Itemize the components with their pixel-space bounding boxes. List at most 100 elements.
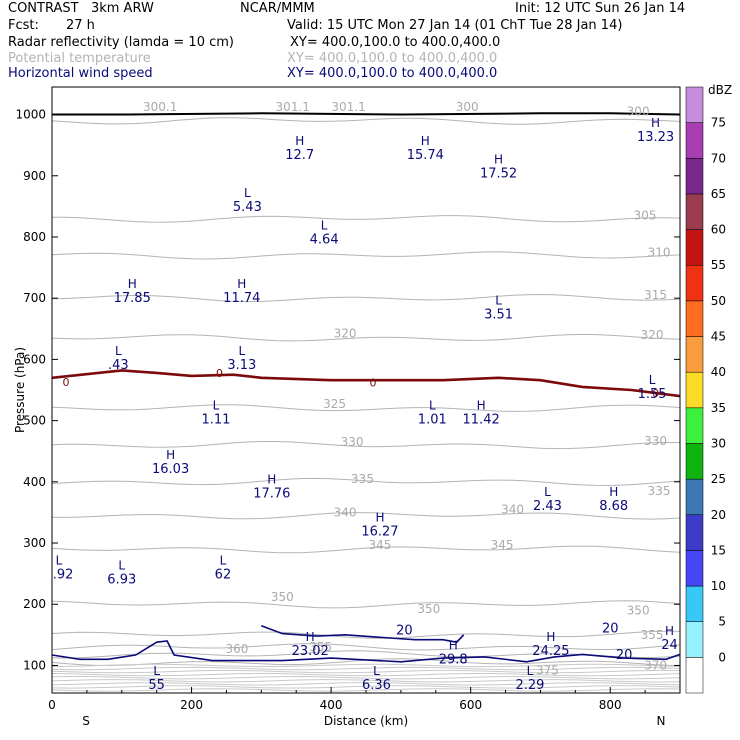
colorbar-tick-label: 45	[711, 330, 726, 344]
colorbar-segment	[685, 229, 704, 266]
extremum-kind: L	[527, 664, 534, 678]
theta-label: 345	[369, 538, 392, 552]
theta-label: 335	[351, 472, 374, 486]
theta-contour	[52, 672, 680, 677]
x-tick-label: 600	[459, 698, 482, 712]
extremum-value: 13.23	[637, 130, 674, 145]
theta-label: 340	[501, 502, 524, 516]
extremum-value: 24	[661, 638, 678, 653]
theta-contour	[52, 643, 680, 651]
theta-label: 300	[456, 100, 479, 114]
y-tick-label: 100	[23, 658, 46, 672]
extremum-value: 3.51	[484, 307, 513, 322]
x-axis-label: Distance (km)	[324, 714, 408, 728]
extremum-value: 12.7	[285, 148, 314, 163]
extremum-kind: H	[375, 511, 384, 525]
extremum-kind: L	[238, 344, 245, 358]
x-tick-label: 800	[599, 698, 622, 712]
theta-label: 355	[309, 640, 332, 654]
extremum-kind: L	[220, 553, 227, 567]
colorbar-tick-label: 75	[711, 116, 726, 130]
theta-label: 350	[417, 602, 440, 616]
wind-contours	[52, 624, 680, 663]
contour-labels: 375 370 360 355 355 350 350 350 345 345 340 340 335 3…	[52, 100, 678, 693]
extremum-value: 23.02	[292, 644, 329, 659]
extremum-kind: H	[609, 485, 618, 499]
extremum-value: 2.29	[516, 678, 545, 693]
theta-contour	[52, 666, 680, 671]
colorbar-tick-label: 5	[718, 615, 726, 629]
extremum-value: 16.27	[361, 525, 398, 540]
extremum-kind: L	[56, 553, 63, 567]
theta-contour	[52, 545, 680, 554]
y-tick-label: 300	[23, 536, 46, 550]
theta-label: 345	[491, 538, 514, 552]
colorbar-tick-label: 70	[711, 151, 726, 165]
extremum-kind: L	[213, 399, 220, 413]
colorbar-tick-label: 40	[711, 365, 726, 379]
extremum-value: 1.01	[418, 413, 447, 428]
theta-label: 330	[341, 435, 364, 449]
extremum-value: 17.52	[480, 167, 517, 182]
init-time: Init: 12 UTC Sun 26 Jan 14	[515, 1, 686, 16]
extremum-value: 29.8	[439, 653, 468, 668]
extremum-kind: L	[321, 219, 328, 233]
extremum-value: 6.36	[362, 678, 391, 693]
wind-contour-20	[52, 640, 680, 663]
theta-contour	[52, 251, 680, 260]
colorbar-segment	[685, 621, 704, 658]
valid-time: Valid: 15 UTC Mon 27 Jan 14 (01 ChT Tue …	[287, 18, 623, 33]
south-end-label: S	[82, 714, 90, 728]
theta-label: 375	[536, 663, 559, 677]
colorbar-segment	[685, 86, 704, 123]
theta-label: 315	[644, 288, 667, 302]
theta-label: 340	[334, 505, 357, 519]
colorbar-tick-label: 15	[711, 543, 726, 557]
freezing-level-line	[52, 369, 680, 398]
extremum-value: 11.42	[463, 413, 500, 428]
theta-contour	[52, 669, 680, 674]
theta-label: 350	[627, 603, 650, 617]
extremum-value: 6.93	[107, 572, 136, 587]
colorbar-tick-label: 35	[711, 401, 726, 415]
forecast-label: Fcst:	[8, 18, 39, 33]
extremum-kind: H	[421, 134, 430, 148]
extremum-value: 24.25	[532, 644, 569, 659]
extremum-value: 1.11	[202, 413, 231, 428]
theta-contour	[52, 477, 680, 487]
x-tick-label: 400	[320, 698, 343, 712]
extremum-kind: H	[546, 630, 555, 644]
wind-label: 20	[602, 622, 619, 637]
x-tick-label: 0	[48, 698, 56, 712]
extremum-value: 17.85	[114, 291, 151, 306]
extremum-kind: L	[244, 186, 251, 200]
freezing-and-surface-lines	[52, 112, 680, 398]
extremum-value: 15.74	[407, 148, 444, 163]
colorbar-tick-label: 50	[711, 294, 726, 308]
y-tick-label: 500	[23, 414, 46, 428]
theta-contour	[52, 675, 680, 680]
extremum-value: 2.43	[533, 499, 562, 514]
colorbar-segment	[685, 264, 704, 302]
theta-label: 320	[334, 327, 357, 341]
colorbar-tick-label: 60	[711, 223, 726, 237]
extremum-kind: H	[665, 624, 674, 638]
theta-contour	[52, 117, 680, 125]
colorbar-tick-label: 65	[711, 187, 726, 201]
colorbar-segment	[685, 122, 704, 159]
theta-label: 300	[627, 104, 650, 118]
colorbar-segment	[685, 193, 704, 230]
extremum-kind: H	[237, 277, 246, 291]
extremum-kind: L	[649, 373, 656, 387]
extremum-value: 5.43	[233, 200, 262, 215]
colorbar-segment	[685, 443, 704, 480]
colorbar-segment	[685, 158, 704, 195]
theta-label: 360	[225, 642, 248, 656]
extremum-kind: H	[449, 639, 458, 653]
freezing-label: 0	[652, 387, 659, 400]
colorbar-segment	[685, 407, 704, 444]
theta-label: 320	[641, 328, 664, 342]
surface-line	[52, 112, 680, 116]
extremum-kind: H	[128, 277, 137, 291]
forecast-hours: 27 h	[66, 18, 95, 33]
